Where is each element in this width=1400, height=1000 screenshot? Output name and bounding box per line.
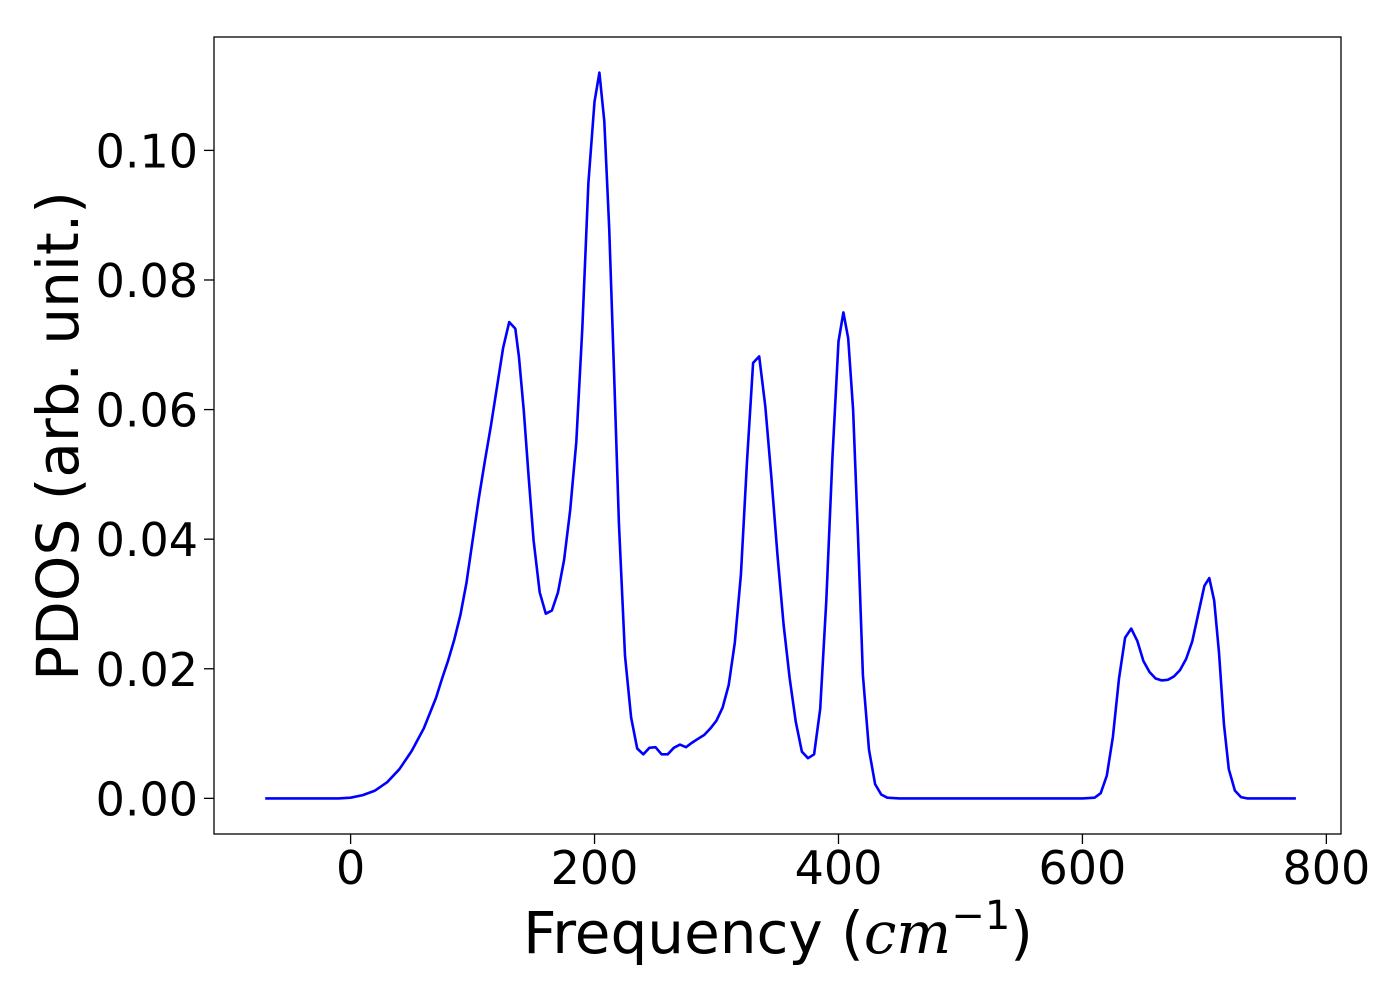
x-axis-title-unit-exponent: −1: [951, 893, 1010, 939]
x-axis-title-open-paren: (: [823, 899, 864, 967]
x-axis-title-unit: cm: [864, 899, 951, 967]
x-tick-label: 200: [551, 841, 639, 895]
y-tick-label: 0.06: [96, 384, 198, 438]
x-tick-label: 800: [1282, 841, 1370, 895]
x-axis: 0 200 400 600 800: [336, 834, 1370, 895]
y-tick-label: 0.08: [96, 254, 198, 308]
x-tick-label: 600: [1039, 841, 1127, 895]
y-tick-label: 0.00: [96, 772, 198, 826]
y-tick-label: 0.04: [96, 513, 198, 567]
plot-area-frame: [213, 36, 1342, 835]
pdos-series-line: [265, 71, 1296, 800]
x-axis-title: Frequency (cm−1): [523, 893, 1033, 967]
y-tick-label: 0.10: [96, 124, 198, 178]
y-tick-label: 0.02: [96, 643, 198, 697]
x-axis-title-close-paren: ): [1010, 899, 1033, 967]
series-layer: [265, 71, 1296, 800]
x-tick-label: 400: [795, 841, 883, 895]
y-axis-title: PDOS (arb. unit.): [24, 191, 92, 681]
x-tick-label: 0: [336, 841, 365, 895]
x-axis-title-text: Frequency: [523, 899, 823, 967]
y-axis: 0.00 0.02 0.04 0.06 0.08 0.10: [96, 124, 214, 826]
